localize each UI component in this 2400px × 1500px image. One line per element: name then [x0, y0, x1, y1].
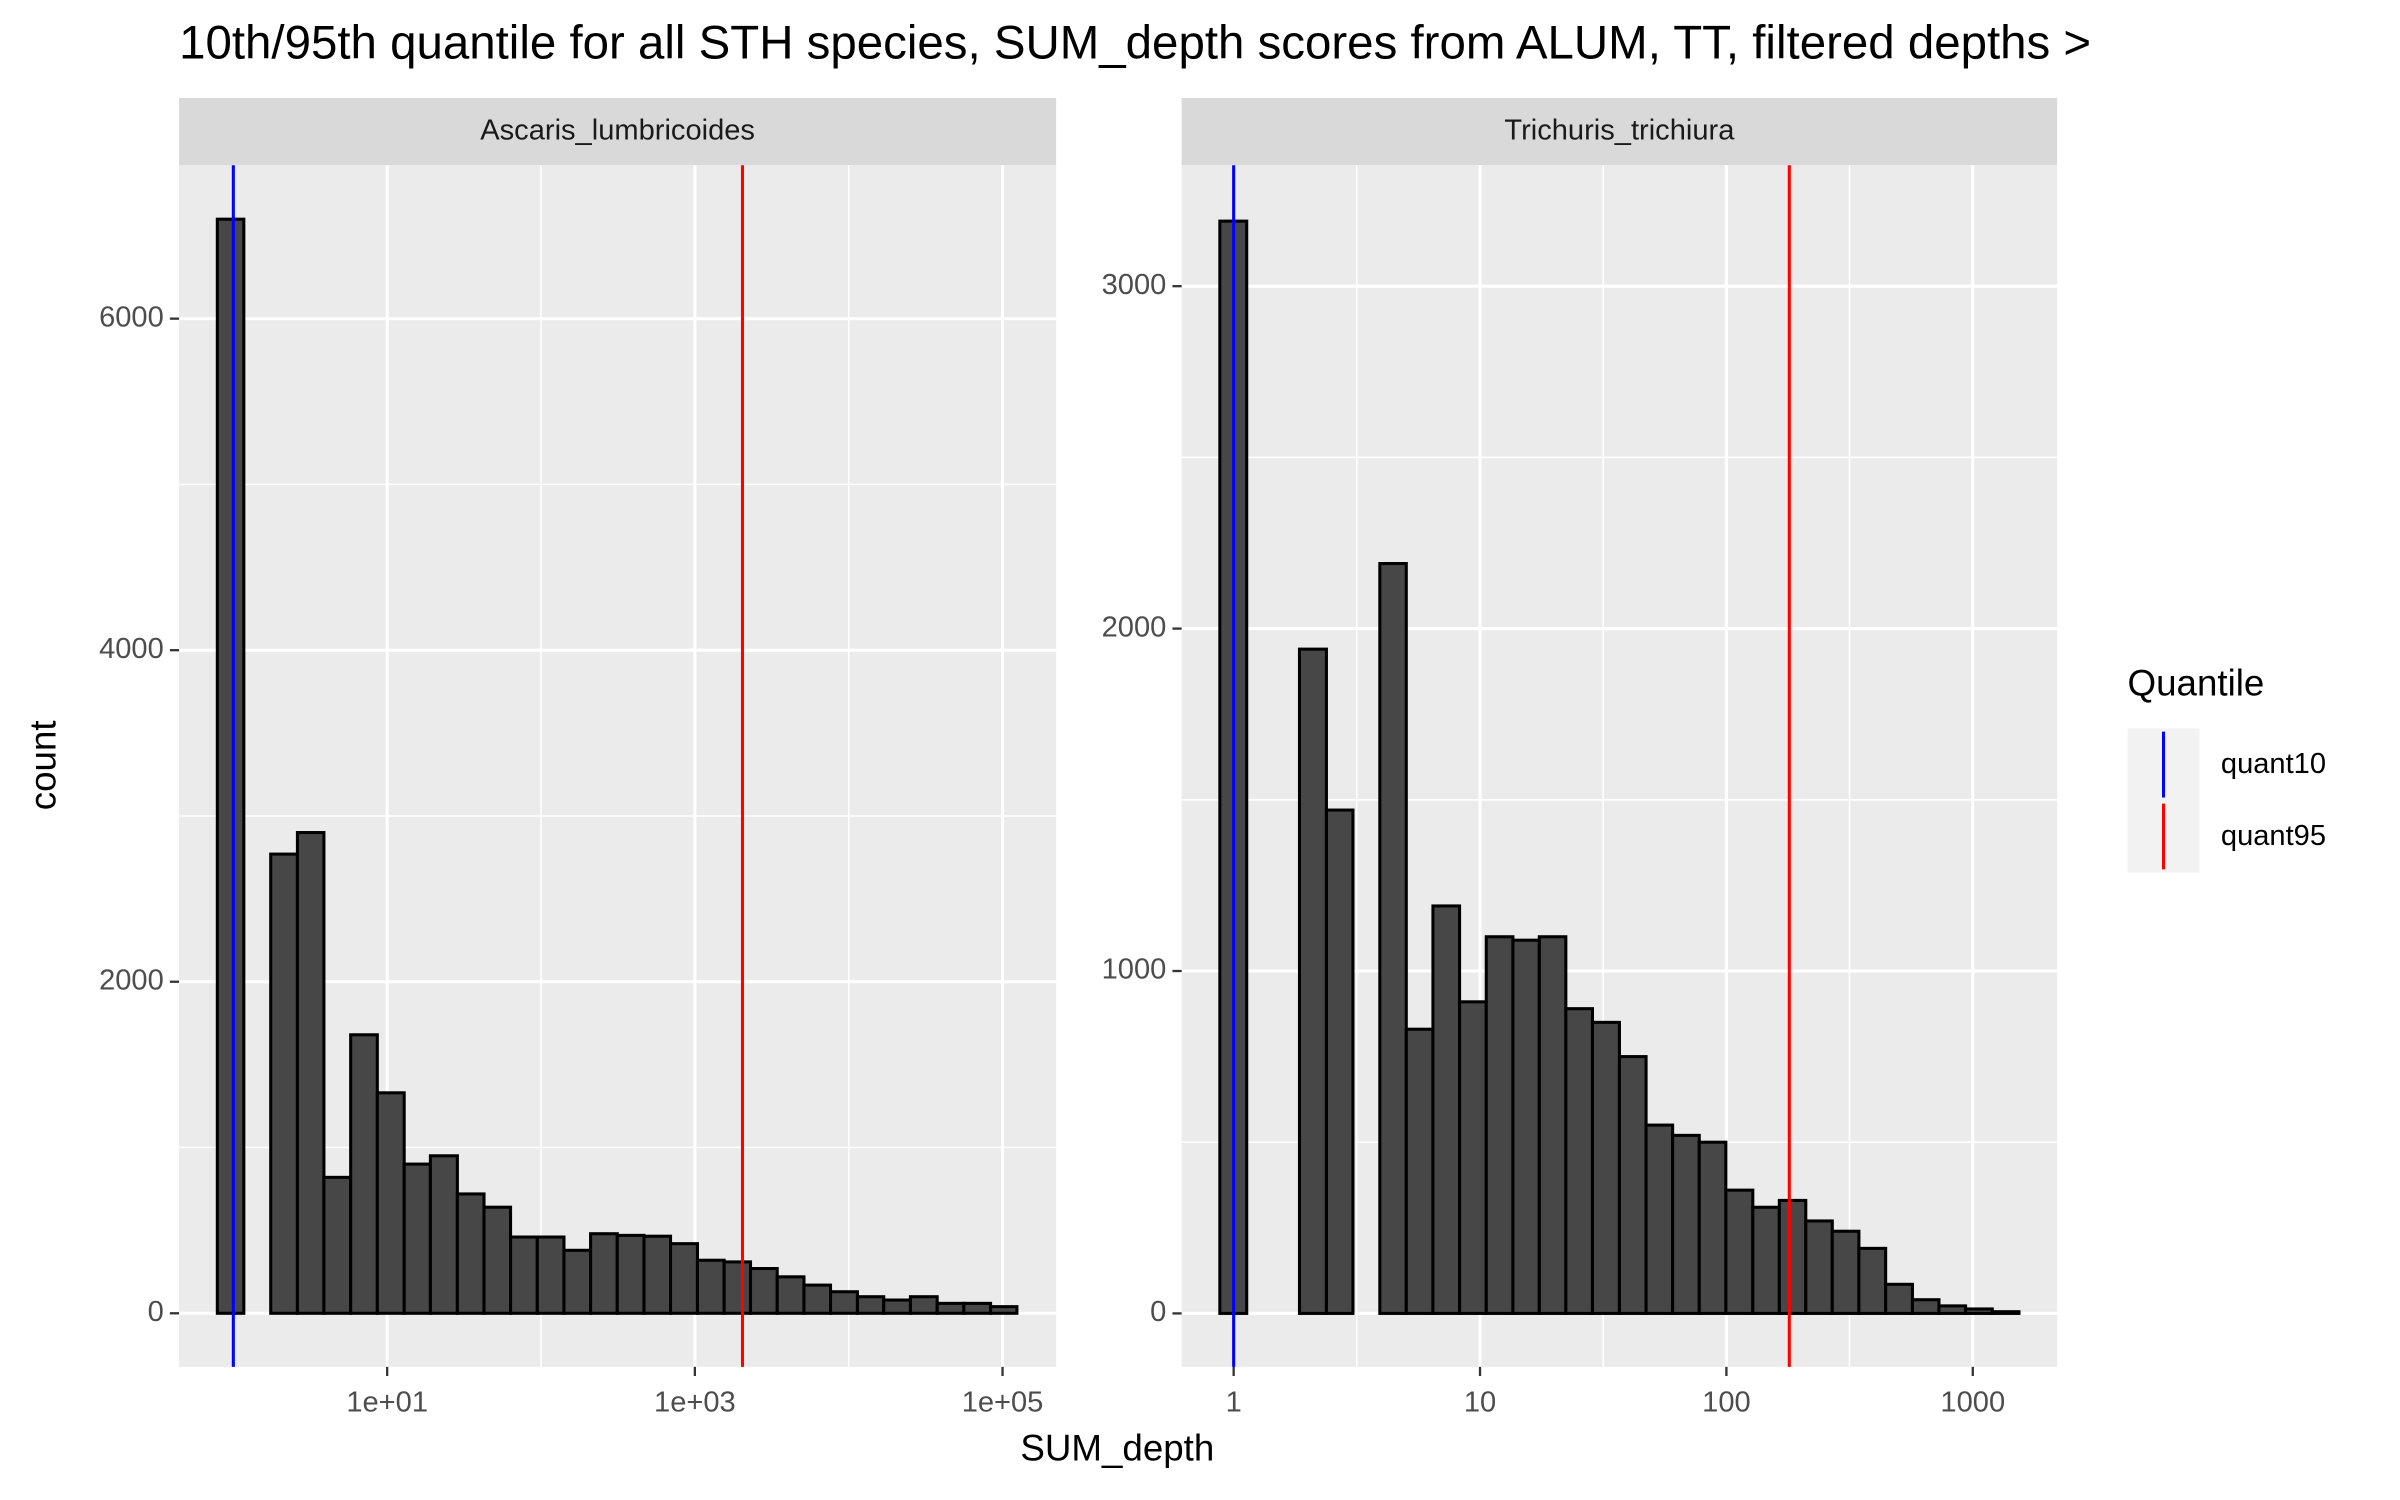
- histogram-bar: [882, 1298, 912, 1315]
- histogram-bar: [482, 1205, 513, 1315]
- strip: [179, 97, 1057, 166]
- histogram-bar: [375, 1091, 406, 1315]
- histogram-bar: [1910, 1298, 1941, 1315]
- histogram-bar: [269, 852, 299, 1315]
- histogram-bar: [669, 1242, 700, 1315]
- histogram-bar: [1697, 1140, 1728, 1315]
- histogram-bar: [1964, 1307, 1994, 1315]
- histogram-bar: [802, 1283, 833, 1315]
- histogram-bar: [829, 1290, 859, 1315]
- strip-label: Ascaris_lumbricoides: [480, 114, 755, 146]
- histogram-bar: [1511, 938, 1541, 1315]
- histogram-bar: [1830, 1229, 1861, 1315]
- histogram-bar: [1324, 808, 1355, 1315]
- histogram-bar: [1884, 1282, 1914, 1315]
- legend-label: quant95: [2221, 820, 2326, 852]
- histogram-bar: [428, 1154, 459, 1315]
- y-tick-label: 2000: [1102, 611, 1167, 643]
- strip-label: Trichuris_trichiura: [1504, 114, 1735, 146]
- histogram-bar: [1564, 1007, 1594, 1315]
- histogram-bar: [908, 1295, 939, 1315]
- histogram-bar: [935, 1301, 966, 1315]
- histogram-bar: [642, 1234, 673, 1315]
- histogram-bar: [562, 1248, 593, 1315]
- strip: [1181, 97, 2058, 166]
- y-tick-label: 2000: [99, 964, 164, 996]
- x-tick-label: 1000: [1940, 1386, 2005, 1418]
- histogram-bar: [1297, 647, 1328, 1315]
- histogram-bar: [1751, 1205, 1781, 1315]
- histogram-bar: [1937, 1304, 1968, 1315]
- histogram-bar: [615, 1233, 646, 1315]
- histogram-bar: [695, 1258, 726, 1315]
- legend-title: Quantile: [2128, 662, 2265, 703]
- histogram-bar: [1590, 1020, 1621, 1315]
- histogram-bar: [402, 1162, 432, 1315]
- x-tick-label: 10: [1464, 1386, 1496, 1418]
- histogram-bar: [322, 1175, 353, 1315]
- histogram-bar: [775, 1275, 806, 1315]
- x-tick-label: 1e+03: [654, 1386, 736, 1418]
- histogram-bar: [962, 1301, 993, 1315]
- histogram-bar: [215, 217, 246, 1315]
- y-tick-label: 0: [148, 1296, 164, 1328]
- histogram-bar: [1378, 562, 1408, 1315]
- histogram-bar: [1644, 1123, 1675, 1315]
- histogram-bar: [509, 1235, 539, 1315]
- histogram-bar: [295, 831, 326, 1315]
- histogram-bar: [1724, 1188, 1755, 1315]
- histogram-bar: [1804, 1219, 1834, 1315]
- x-tick-label: 1: [1226, 1386, 1242, 1418]
- x-tick-label: 1e+05: [962, 1386, 1044, 1418]
- y-tick-label: 6000: [99, 301, 164, 333]
- chart-title: 10th/95th quantile for all STH species, …: [179, 16, 2091, 69]
- histogram-bar: [989, 1305, 1019, 1315]
- histogram-bar: [855, 1295, 886, 1315]
- histogram-bar: [1777, 1198, 1808, 1315]
- histogram-bar: [1990, 1310, 2021, 1315]
- histogram-bar: [1857, 1246, 1888, 1315]
- y-tick-label: 1000: [1102, 954, 1167, 986]
- histogram-bar: [748, 1267, 779, 1315]
- histogram-bar: [589, 1232, 619, 1315]
- histogram-bar: [1431, 904, 1462, 1315]
- histogram-bar: [722, 1260, 753, 1315]
- x-axis-title: SUM_depth: [1020, 1428, 1214, 1469]
- legend-label: quant10: [2221, 748, 2326, 780]
- histogram-bar: [1671, 1133, 1701, 1315]
- y-tick-label: 4000: [99, 633, 164, 665]
- y-tick-label: 3000: [1102, 269, 1167, 301]
- y-axis-title: count: [23, 720, 64, 810]
- histogram-bar: [1537, 935, 1568, 1315]
- histogram-bar: [349, 1033, 379, 1315]
- y-tick-label: 0: [1150, 1296, 1166, 1328]
- histogram-bar: [1404, 1027, 1435, 1315]
- histogram-bar: [535, 1235, 566, 1315]
- x-tick-label: 100: [1702, 1386, 1751, 1418]
- histogram-bar: [1617, 1055, 1648, 1315]
- histogram-bar: [455, 1192, 486, 1315]
- histogram-bar: [1484, 935, 1515, 1315]
- histogram-bar: [1458, 1000, 1488, 1315]
- x-tick-label: 1e+01: [346, 1386, 428, 1418]
